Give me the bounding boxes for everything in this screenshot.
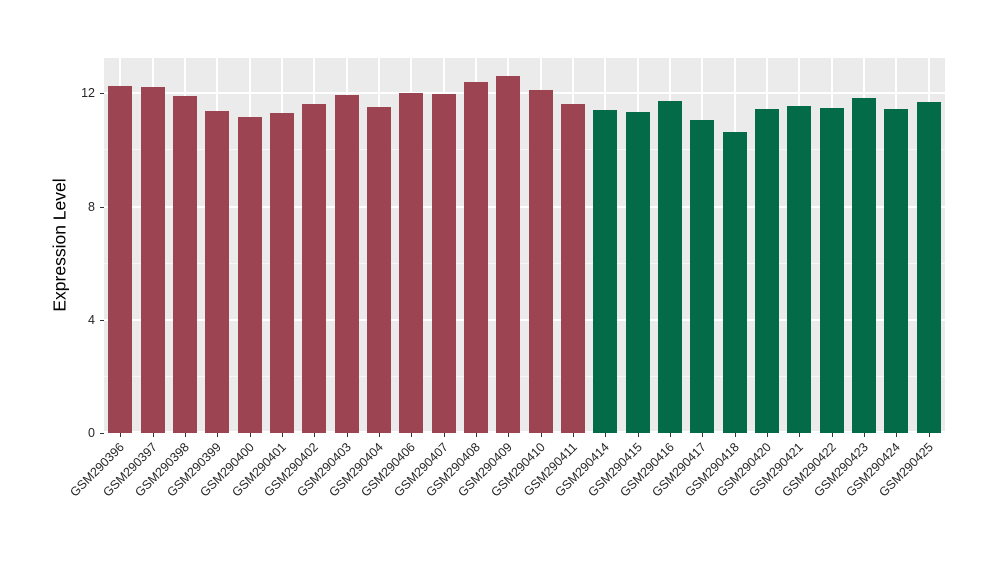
bar-GSM290415 (625, 111, 650, 433)
x-tick (670, 433, 672, 437)
x-tick (573, 433, 575, 437)
x-tick (637, 433, 639, 437)
bar-GSM290404 (366, 107, 391, 433)
bar-GSM290417 (690, 120, 715, 433)
bar-GSM290422 (819, 107, 844, 433)
h-gridline-minor (104, 375, 945, 377)
h-gridline-minor (104, 149, 945, 151)
bar-GSM290401 (269, 112, 294, 433)
bar-GSM290396 (108, 85, 133, 433)
bar-GSM290408 (463, 81, 488, 433)
bar-GSM290402 (302, 103, 327, 433)
y-tick-label: 8 (88, 199, 95, 214)
x-tick (281, 433, 283, 437)
y-tick (100, 206, 104, 208)
bar-GSM290403 (334, 95, 359, 433)
bar-GSM290409 (496, 75, 521, 433)
bar-GSM290400 (237, 117, 262, 433)
x-tick (702, 433, 704, 437)
x-tick (217, 433, 219, 437)
x-tick (378, 433, 380, 437)
h-gridline-major (104, 92, 945, 95)
x-tick (928, 433, 930, 437)
x-tick (767, 433, 769, 437)
x-tick (346, 433, 348, 437)
y-tick (100, 319, 104, 321)
x-tick (734, 433, 736, 437)
x-tick (314, 433, 316, 437)
bar-GSM290416 (658, 100, 683, 433)
x-tick (120, 433, 122, 437)
bar-GSM290425 (916, 101, 941, 433)
bar-GSM290424 (884, 108, 909, 433)
y-tick (100, 433, 104, 434)
y-tick-label: 4 (88, 312, 95, 327)
bar-GSM290406 (399, 92, 424, 433)
bar-GSM290410 (528, 89, 553, 433)
bar-GSM290418 (722, 131, 747, 433)
plot-panel (104, 58, 945, 433)
x-tick (411, 433, 413, 437)
bar-GSM290421 (787, 106, 812, 433)
x-tick (249, 433, 251, 437)
bar-GSM290407 (431, 93, 456, 433)
x-tick (540, 433, 542, 437)
x-tick (799, 433, 801, 437)
bar-GSM290414 (593, 109, 618, 433)
x-tick (864, 433, 866, 437)
bar-GSM290411 (561, 103, 586, 433)
h-gridline-major (104, 431, 945, 433)
h-gridline-major (104, 318, 945, 321)
x-tick (831, 433, 833, 437)
bar-GSM290420 (755, 108, 780, 433)
x-tick (184, 433, 186, 437)
x-tick (443, 433, 445, 437)
h-gridline-minor (104, 262, 945, 264)
y-tick-label: 0 (88, 426, 95, 440)
bar-GSM290399 (205, 110, 230, 433)
h-gridline-major (104, 205, 945, 208)
bar-GSM290398 (172, 95, 197, 433)
x-tick (475, 433, 477, 437)
x-tick (152, 433, 154, 437)
y-tick-label: 12 (81, 86, 95, 101)
y-tick (100, 93, 104, 95)
bar-GSM290397 (140, 87, 165, 433)
x-tick (605, 433, 607, 437)
x-tick (508, 433, 510, 437)
y-axis-title: Expression Level (49, 178, 70, 312)
x-tick (896, 433, 898, 437)
bar-GSM290423 (852, 97, 877, 433)
